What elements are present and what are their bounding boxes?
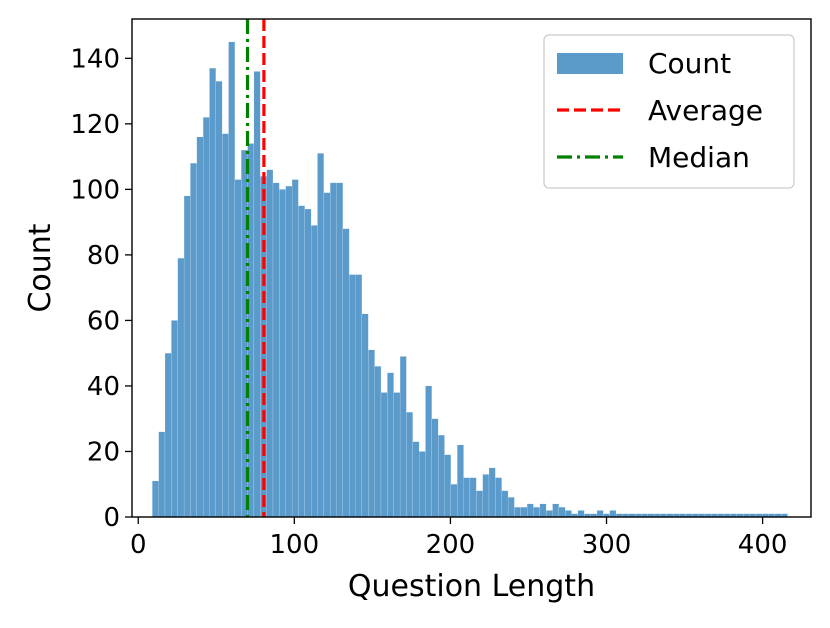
- histogram-bar: [565, 510, 572, 518]
- histogram-bar: [514, 507, 521, 518]
- y-tick-label: 80: [87, 241, 120, 271]
- histogram-bar: [609, 510, 617, 518]
- axes: [131, 18, 812, 518]
- x-tick-label: 200: [426, 530, 476, 560]
- histogram-bar: [374, 366, 382, 518]
- histogram-bar: [336, 182, 343, 518]
- histogram-bar: [311, 225, 318, 518]
- histogram-bar: [444, 454, 451, 518]
- histogram-bar: [476, 490, 483, 518]
- histogram-bar: [349, 274, 356, 518]
- legend-label-count: Count: [648, 47, 731, 80]
- histogram-bar: [539, 503, 547, 518]
- histogram-bar: [266, 169, 274, 518]
- histogram-bar: [203, 117, 210, 518]
- histogram-bar: [527, 503, 534, 518]
- reference-lines: [245, 19, 266, 517]
- histogram-bar: [323, 192, 331, 518]
- histogram-bar: [368, 349, 375, 518]
- histogram-bar: [272, 182, 280, 518]
- legend-swatch-count: [557, 53, 623, 74]
- histogram-bar: [469, 477, 477, 518]
- histogram-bar: [533, 507, 540, 518]
- y-tick-label: 20: [87, 437, 120, 467]
- histogram-bar: [152, 480, 159, 518]
- y-tick-label: 140: [70, 44, 120, 74]
- histogram-bar: [387, 372, 394, 518]
- histogram-bar: [177, 258, 185, 518]
- histogram-bar: [285, 186, 293, 518]
- histogram-bar: [158, 431, 166, 518]
- histogram-bar: [380, 392, 388, 518]
- y-tick-label: 100: [70, 175, 120, 205]
- histogram-bar: [279, 189, 286, 518]
- histogram-bar: [520, 507, 528, 518]
- histogram-bar: [577, 510, 585, 518]
- histogram-bar: [495, 477, 502, 518]
- histogram-bar: [361, 313, 369, 518]
- y-tick-label: 40: [87, 372, 120, 402]
- y-axis-label: Count: [23, 223, 58, 312]
- histogram-bar: [399, 356, 407, 518]
- histogram-bar: [317, 153, 324, 518]
- histogram-bar: [507, 497, 515, 518]
- histogram-bar: [450, 484, 458, 518]
- histogram-bar: [482, 474, 490, 518]
- histogram-bar: [552, 503, 559, 518]
- y-tick-label: 60: [87, 306, 120, 336]
- histogram-bar: [463, 477, 471, 518]
- histogram-bar: [546, 510, 553, 518]
- histogram-bar: [488, 467, 496, 518]
- histogram-bar: [425, 385, 432, 518]
- histogram-bar: [291, 179, 299, 518]
- legend-label-median: Median: [648, 141, 750, 174]
- histogram-bar: [342, 228, 350, 518]
- histogram-bar: [431, 418, 439, 518]
- histogram-bar: [406, 412, 413, 518]
- histogram-bar: [171, 320, 178, 518]
- legend: Count Average Median: [543, 34, 795, 189]
- histogram-bar: [393, 392, 401, 518]
- histogram-bar: [253, 71, 261, 518]
- histogram-bar: [438, 435, 445, 518]
- histogram-bar: [164, 353, 172, 518]
- histogram-bar: [222, 133, 229, 518]
- histogram-bar: [183, 195, 191, 518]
- histogram-bar: [501, 490, 509, 518]
- histogram-bar: [190, 163, 197, 518]
- histogram-bar: [412, 441, 420, 518]
- histogram-bar: [234, 179, 242, 518]
- bars-layer: [152, 41, 788, 518]
- histogram-bar: [330, 182, 337, 518]
- histogram-bar: [196, 136, 204, 518]
- histogram-bar: [419, 451, 426, 518]
- histogram-bar: [215, 81, 223, 518]
- y-tick-label: 120: [70, 110, 120, 140]
- histogram-bar: [209, 68, 216, 518]
- histogram-bar: [596, 510, 604, 518]
- histogram-bar: [304, 208, 312, 518]
- histogram-bar: [558, 507, 566, 518]
- x-axis-label: Question Length: [348, 569, 595, 604]
- x-tick-label: 100: [270, 530, 320, 560]
- histogram-bar: [228, 41, 235, 518]
- legend-label-average: Average: [648, 94, 763, 127]
- plot-frame: [131, 18, 812, 518]
- histogram-bar: [355, 274, 363, 518]
- x-tick-label: 300: [582, 530, 632, 560]
- x-tick-label: 0: [130, 530, 147, 560]
- y-tick-label: 0: [103, 503, 120, 533]
- ticks: 0 100 200 300 400 0 20 40 60 80 100 120 140: [70, 44, 787, 560]
- histogram-bar: [457, 444, 464, 518]
- histogram-bar: [298, 205, 305, 518]
- x-tick-label: 400: [738, 530, 788, 560]
